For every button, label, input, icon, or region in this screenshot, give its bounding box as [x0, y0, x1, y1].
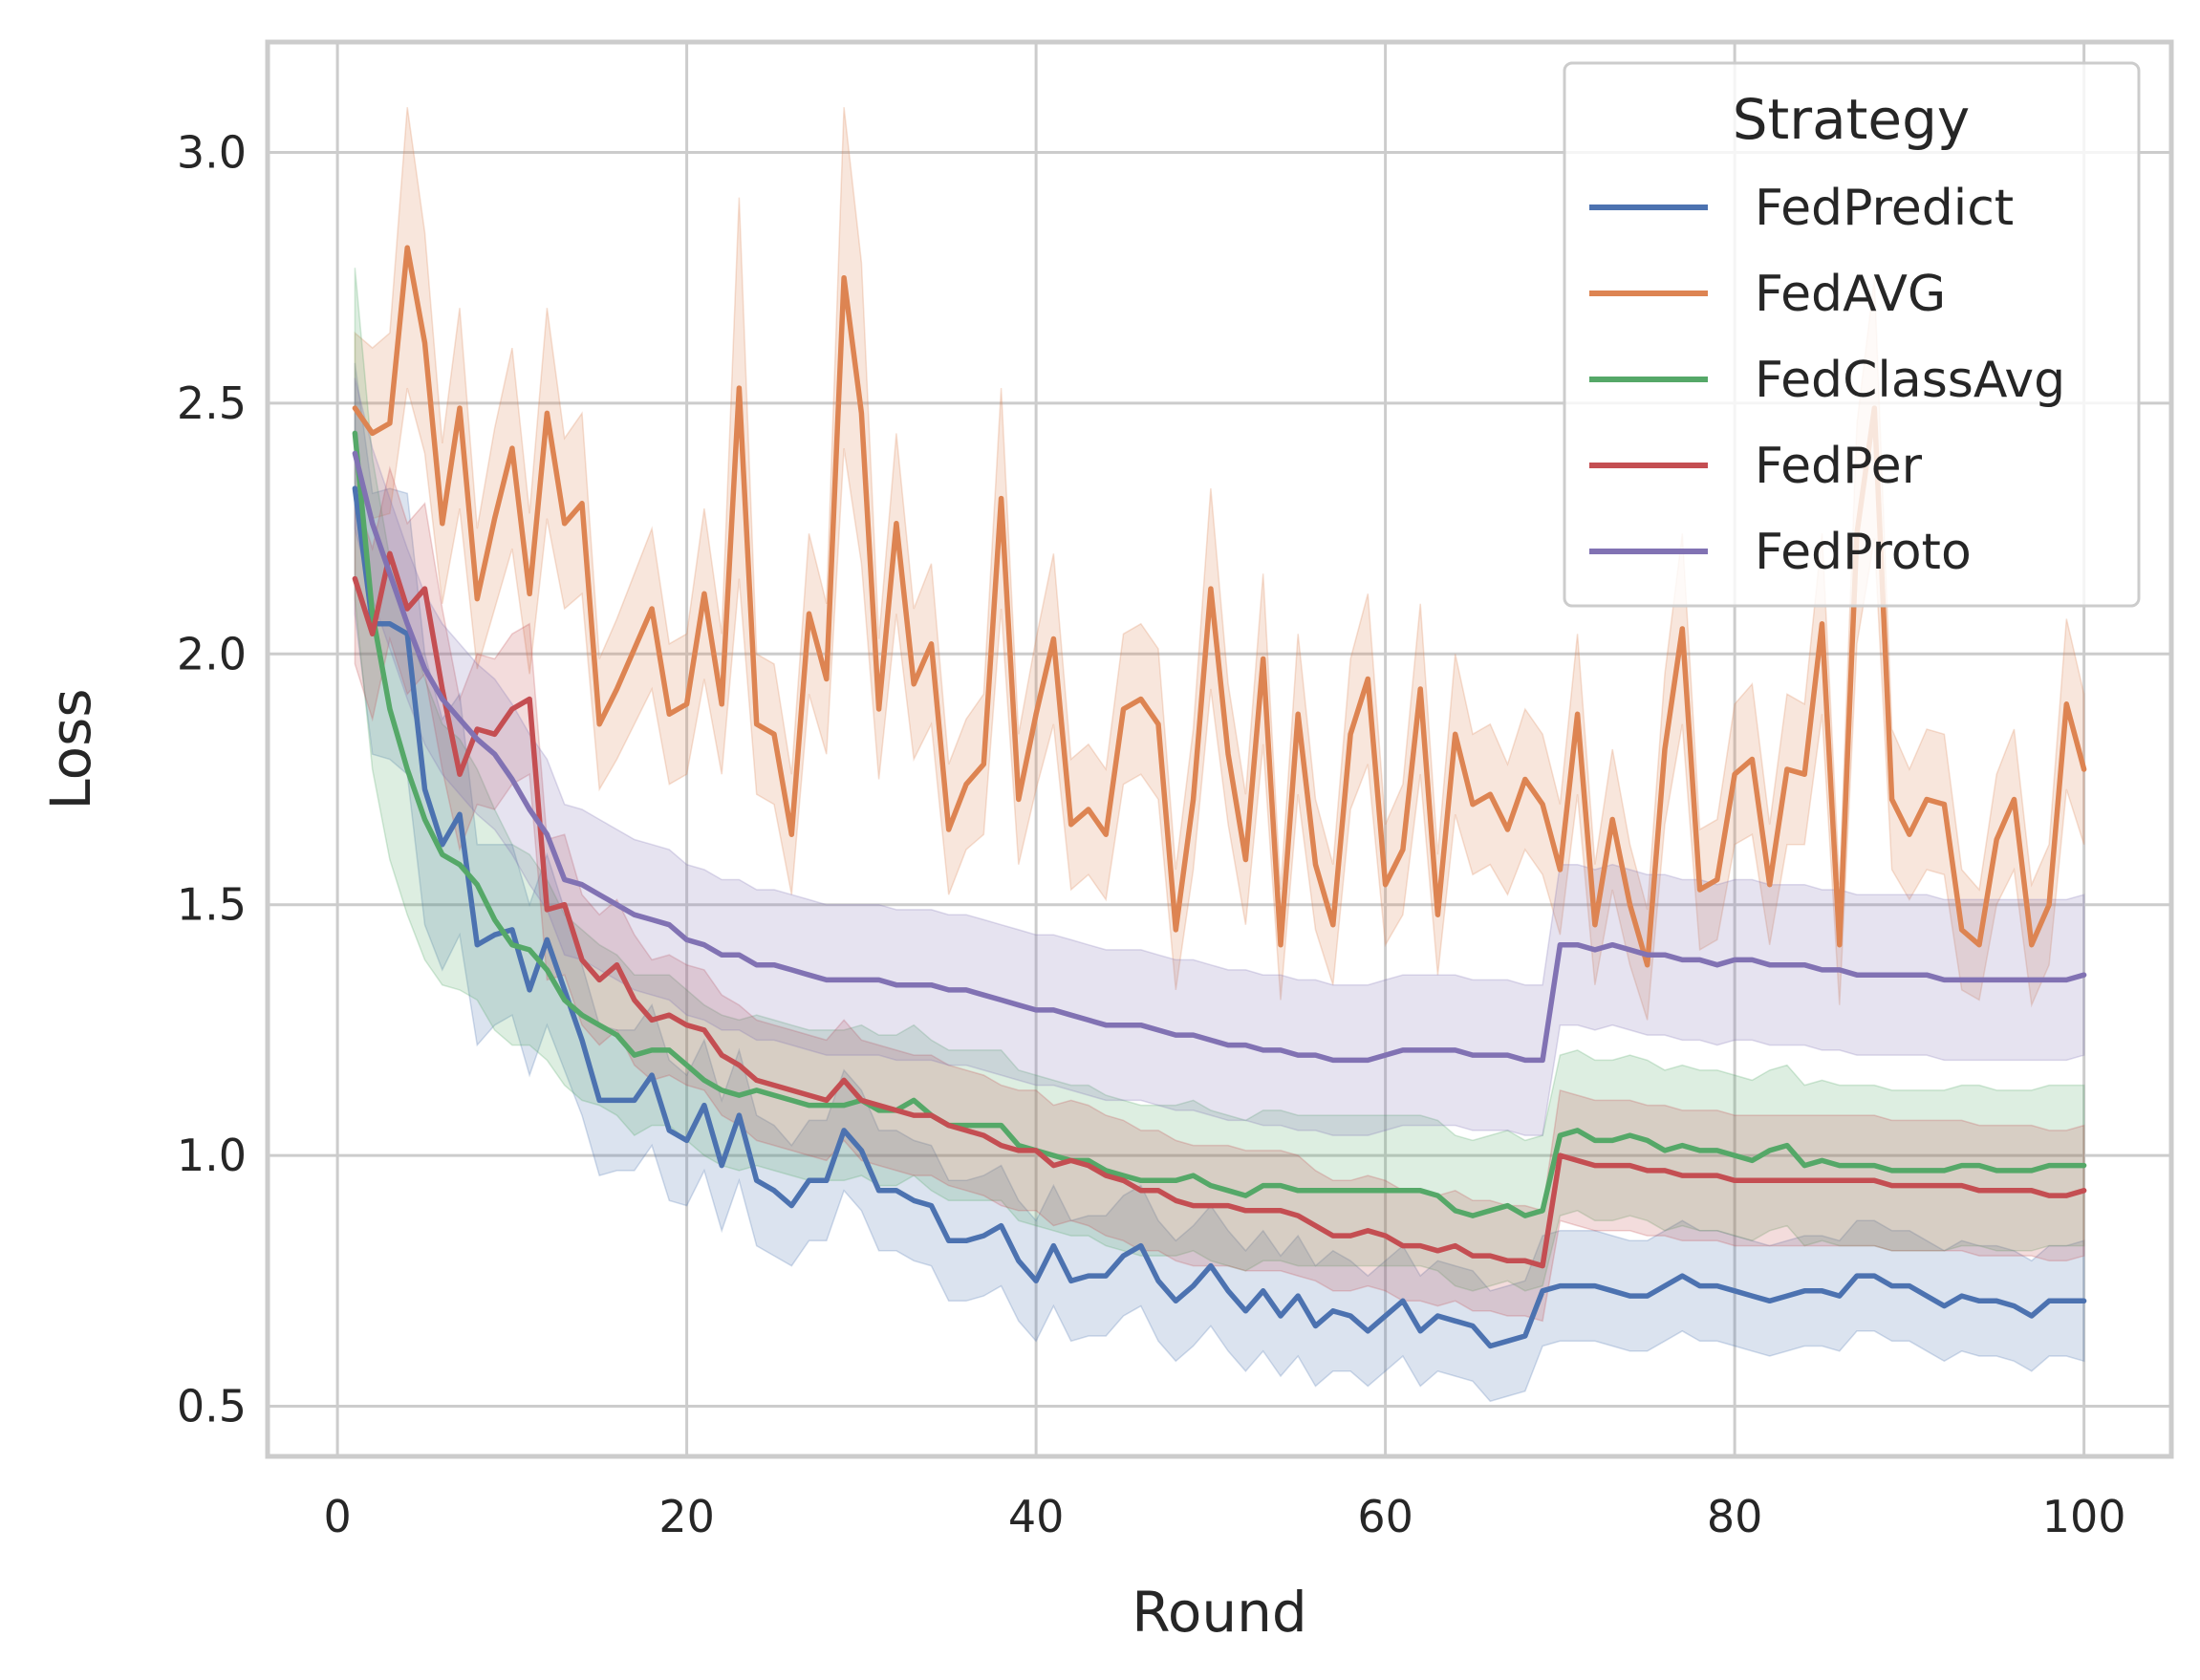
fedproto-legend-label: FedProto — [1755, 524, 1972, 581]
plot-frame — [265, 39, 2174, 1459]
fedclassavg-line — [352, 430, 2087, 1218]
x-tick-label: 20 — [658, 1491, 715, 1542]
fedclassavg-confidence-band — [354, 268, 2085, 1292]
confidence-bands — [354, 107, 2085, 1403]
y-tick-label: 1.5 — [177, 879, 247, 931]
fedproto-line — [352, 450, 2087, 1064]
y-tick-label: 1.0 — [177, 1130, 247, 1181]
x-tick-labels: 0 20 40 60 80 100 — [323, 1491, 2125, 1542]
legend-box — [1563, 61, 2141, 608]
fedproto-confidence-band — [354, 377, 2085, 1136]
fedpredict-legend-label: FedPredict — [1755, 180, 2014, 237]
legend: Strategy FedPredictFedAVGFedClassAvgFedP… — [1563, 61, 2141, 608]
fedper-legend-label: FedPer — [1755, 438, 1923, 495]
series-lines — [352, 245, 2087, 1349]
fedpredict-line — [352, 485, 2087, 1349]
x-tick-label: 0 — [323, 1491, 351, 1542]
y-tick-label: 3.0 — [177, 126, 247, 178]
y-tick-label: 2.0 — [177, 628, 247, 679]
legend-title: Strategy — [1733, 87, 1971, 152]
y-tick-label: 2.5 — [177, 377, 247, 429]
y-tick-labels: 0.5 1.0 1.5 2.0 2.5 3.0 — [177, 126, 247, 1432]
fedper-confidence-band — [354, 465, 2085, 1323]
y-tick-label: 0.5 — [177, 1381, 247, 1432]
y-axis-label: Loss — [38, 688, 103, 809]
x-tick-label: 60 — [1357, 1491, 1413, 1542]
fedavg-legend-label: FedAVG — [1755, 266, 1946, 323]
x-tick-label: 80 — [1707, 1491, 1763, 1542]
fedclassavg-legend-label: FedClassAvg — [1755, 352, 2065, 409]
fedavg-confidence-band — [354, 107, 2085, 1021]
x-tick-label: 100 — [2042, 1491, 2126, 1542]
fedper-line — [352, 550, 2087, 1269]
fedpredict-confidence-band — [354, 362, 2085, 1403]
x-axis-label: Round — [1132, 1580, 1307, 1645]
x-tick-label: 40 — [1008, 1491, 1065, 1542]
fedavg-line — [352, 245, 2087, 968]
legend-items: FedPredict FedAVG FedClassAvg FedPer FedProt… — [1589, 180, 2065, 581]
